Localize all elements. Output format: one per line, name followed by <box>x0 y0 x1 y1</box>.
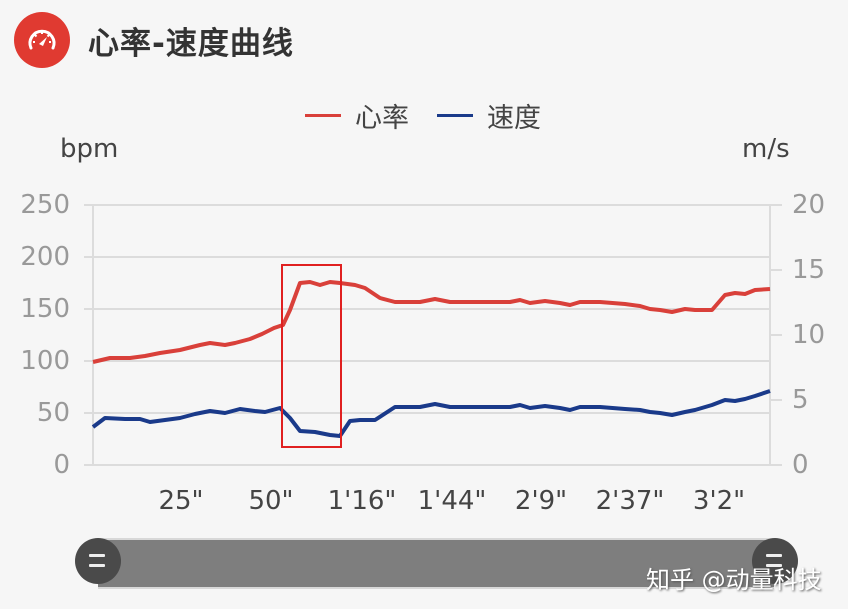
zoom-range-slider[interactable] <box>98 538 774 589</box>
right-axis-tick: 10 <box>792 320 826 350</box>
left-axis-tick: 0 <box>53 450 70 480</box>
x-axis-tick: 50" <box>248 486 294 516</box>
right-axis-tick: 15 <box>792 255 826 285</box>
grid-lines <box>84 204 782 466</box>
left-axis-tick: 250 <box>20 190 70 220</box>
chart-legend: 心率 速度 <box>305 96 569 135</box>
speed-line <box>91 389 771 438</box>
page-title: 心率-速度曲线 <box>88 25 294 62</box>
x-axis-tick: 2'37" <box>595 486 665 516</box>
drag-handle-icon <box>89 554 105 557</box>
left-axis-tick: 150 <box>20 294 70 324</box>
x-axis-tick: 1'44" <box>417 486 487 516</box>
legend-swatch-speed <box>437 114 473 117</box>
x-axis-tick: 2'9" <box>514 486 568 516</box>
legend-label: 速度 <box>487 103 541 134</box>
x-axis-tick: 3'2" <box>692 486 746 516</box>
right-axis-unit: m/s <box>742 134 790 164</box>
slider-start-handle[interactable] <box>75 538 121 584</box>
right-axis-tick: 0 <box>792 450 809 480</box>
right-axis-tick: 20 <box>792 190 826 220</box>
heart-rate-line <box>92 280 771 364</box>
highlight-box <box>281 264 342 448</box>
drag-handle-icon <box>89 564 105 567</box>
legend-item-heart-rate[interactable]: 心率 <box>305 96 409 135</box>
x-axis-tick: 25" <box>158 486 204 516</box>
left-axis-tick: 50 <box>36 398 70 428</box>
drag-handle-icon <box>766 564 782 567</box>
drag-handle-icon <box>766 554 782 557</box>
right-axis-tick: 5 <box>792 385 809 415</box>
slider-end-handle[interactable] <box>752 538 798 584</box>
chart-header: 心率-速度曲线 <box>14 12 294 68</box>
watermark: 知乎 @动量科技 <box>646 566 822 594</box>
left-axis-unit: bpm <box>60 134 119 164</box>
legend-swatch-heart-rate <box>305 114 341 117</box>
x-axis-tick: 1'16" <box>327 486 397 516</box>
left-axis-tick: 200 <box>20 242 70 272</box>
speedometer-icon <box>14 12 70 68</box>
left-axis-tick: 100 <box>20 346 70 376</box>
legend-label: 心率 <box>355 103 409 134</box>
legend-item-speed[interactable]: 速度 <box>437 96 541 135</box>
